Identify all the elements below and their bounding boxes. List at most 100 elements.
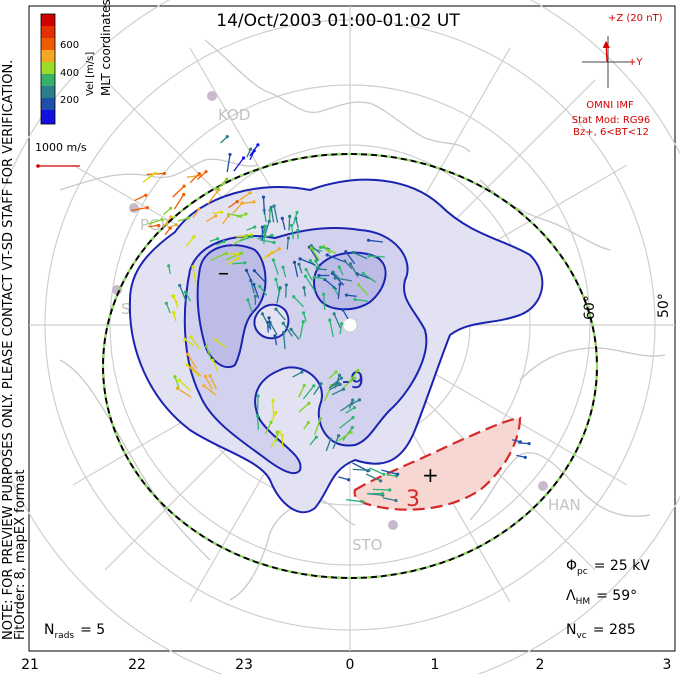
velocity-vector [249, 150, 255, 161]
station-label-han: HAN [548, 496, 581, 514]
velocity-vector [232, 202, 243, 214]
velocity-vector [299, 321, 304, 339]
velocity-vector [326, 248, 337, 254]
velocity-vector-origin [270, 233, 274, 237]
contour-label-positive: 3 [406, 487, 420, 512]
velocity-vector [369, 467, 385, 475]
velocity-vector-origin [298, 257, 302, 261]
velocity-vector [190, 366, 202, 376]
velocity-vector [176, 387, 192, 398]
velocity-vector-origin [349, 430, 353, 434]
velocity-vector [263, 226, 267, 244]
velocity-vector-origin [284, 283, 288, 287]
velocity-vector [253, 284, 260, 299]
velocity-vector-origin [235, 252, 239, 256]
velocity-vector [282, 267, 287, 278]
cross-polar-potential: Φpc = 25 kV [566, 558, 650, 577]
velocity-vector [337, 431, 352, 442]
velocity-vector-origin [248, 191, 252, 195]
velocity-vector [247, 299, 253, 313]
velocity-vector [339, 417, 354, 429]
velocity-vector-origin [167, 264, 171, 268]
colorbar-band [41, 86, 55, 98]
velocity-vector-origin [244, 268, 249, 272]
velocity-vector-origin [290, 223, 294, 227]
velocity-vector-origin [367, 468, 371, 472]
velocity-vector-origin [269, 205, 273, 209]
preview-note: NOTE: FOR PREVIEW PURPOSES ONLY. PLEASE … [1, 60, 16, 640]
velocity-vector [203, 385, 217, 396]
velocity-vector-origin [225, 177, 229, 181]
station-label-kod: KOD [218, 106, 250, 124]
colorbar-band [41, 98, 55, 110]
velocity-vector [333, 313, 341, 329]
velocity-vector [352, 462, 368, 472]
velocity-vector-origin [329, 437, 333, 441]
velocity-vector-origin [271, 258, 275, 262]
velocity-vector [172, 185, 185, 198]
velocity-vector [256, 415, 260, 430]
velocity-vector-origin [256, 394, 260, 398]
velocity-vector [162, 216, 172, 229]
velocity-vector-origin [245, 234, 249, 238]
latitude-label-50: 50° [656, 293, 672, 318]
velocity-vector [205, 215, 217, 222]
velocity-vector [329, 383, 341, 391]
velocity-vector-origin [255, 414, 260, 418]
velocity-vector [325, 438, 332, 452]
colorbar-band [41, 26, 55, 38]
velocity-vector [293, 296, 305, 308]
velocity-vector [232, 235, 248, 246]
mlt-tick-22: 22 [128, 657, 146, 673]
velocity-vector [266, 248, 280, 258]
velocity-vector-origin [312, 384, 316, 388]
velocity-vector [344, 260, 353, 270]
velocity-vector-origin [144, 193, 148, 197]
velocity-vector [249, 144, 259, 157]
velocity-vector-origin [249, 147, 253, 151]
mlt-tick-2: 2 [536, 657, 545, 673]
colorbar-tick-600: 600 [60, 40, 79, 51]
velocity-vector-origin [256, 143, 260, 147]
velocity-vector [386, 474, 397, 477]
velocity-vector-origin [317, 273, 321, 278]
velocity-vector-origin [205, 344, 209, 349]
velocity-vector-origin [318, 245, 323, 249]
velocity-vector-origin [186, 352, 190, 356]
velocity-vector-origin [523, 455, 527, 459]
velocity-vector [309, 436, 317, 446]
velocity-vector [184, 291, 192, 302]
velocity-vector [329, 319, 334, 338]
velocity-vector [130, 206, 148, 212]
colorbar-band [41, 14, 55, 26]
velocity-vector [275, 279, 280, 293]
velocity-vector-origin [236, 256, 240, 261]
potential-minimum-symbol: – [218, 261, 229, 286]
velocity-vector-origin [356, 283, 361, 287]
colorbar-tick-200: 200 [60, 95, 79, 106]
velocity-vector-origin [351, 398, 355, 402]
velocity-vector-origin [333, 276, 337, 280]
velocity-vector [381, 469, 398, 475]
velocity-vector-origin [252, 269, 256, 273]
velocity-vector [331, 272, 345, 286]
velocity-vector [215, 178, 228, 191]
velocity-vector-origin [350, 426, 354, 430]
velocity-vector-origin [351, 250, 355, 255]
fit-order-note: FitOrder: 8, mapEX format [13, 469, 28, 640]
velocity-vector [239, 235, 253, 242]
velocity-vectors [130, 135, 531, 504]
velocity-vector-origin [518, 440, 523, 444]
velocity-vector-origin [258, 284, 262, 288]
velocity-vector-origin [208, 374, 212, 378]
velocity-vector-origin [353, 297, 357, 302]
station-marker-pgr [129, 203, 139, 213]
station-marker-sto [388, 520, 398, 530]
velocity-vector [173, 194, 185, 210]
velocity-vector-origin [272, 204, 276, 208]
velocity-vector-origin [274, 307, 278, 311]
velocity-vector [228, 201, 238, 209]
velocity-vector-origin [203, 374, 207, 378]
velocity-vector-origin [211, 358, 215, 362]
scale-vector: 1000 m/s [35, 141, 87, 168]
